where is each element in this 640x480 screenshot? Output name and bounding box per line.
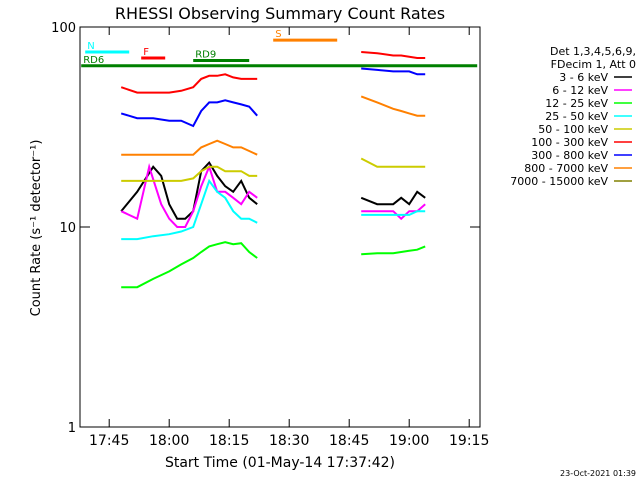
y-axis-label: Count Rate (s⁻¹ detector⁻¹)	[29, 140, 44, 317]
axes-layer: 17:45 18:00 18:15 18:30 18:45 19:00 19:15 1 10 10…	[51, 21, 489, 449]
legend-entry-5: 100 - 300 keV	[531, 136, 608, 149]
series-line-0-1	[360, 190, 426, 206]
series-line-5-1	[361, 51, 426, 59]
legend-entry-4: 50 - 100 keV	[538, 123, 608, 136]
x-tick-label: 18:15	[209, 433, 249, 449]
series-line-3-1	[361, 210, 426, 216]
flag-label-S: S	[275, 29, 281, 40]
legend-entry-1: 6 - 12 keV	[552, 84, 608, 97]
legend-header-1: FDecim 1, Att 0	[551, 58, 636, 71]
x-tick-label: 19:15	[449, 433, 489, 449]
series-line-2-1	[361, 245, 426, 256]
y-tick-label: 100	[51, 21, 76, 36]
x-tick-label: 17:45	[89, 433, 129, 449]
flag-label-N: N	[87, 41, 94, 52]
y-tick-label: 10	[59, 221, 76, 236]
series-line-6-1	[361, 67, 426, 76]
flag-label-RD6: RD6	[83, 55, 104, 66]
series-line-7-0	[121, 139, 258, 156]
legend-entry-6: 300 - 800 keV	[531, 149, 608, 162]
x-tick-label: 18:30	[269, 433, 309, 449]
series-line-3-0	[121, 178, 258, 241]
legend: Det 1,3,4,5,6,9,FDecim 1, Att 03 - 6 keV…	[510, 45, 636, 188]
legend-entry-8: 7000 - 15000 keV	[510, 175, 608, 188]
plot-frame	[79, 26, 481, 428]
flags-layer: N F S RD6 RD9	[81, 29, 478, 68]
series-line-2-0	[121, 241, 258, 289]
x-tick-label: 19:00	[389, 433, 429, 449]
flag-label-RD9: RD9	[195, 49, 216, 60]
legend-entry-2: 12 - 25 keV	[545, 97, 608, 110]
x-axis-label: Start Time (01-May-14 17:37:42)	[165, 455, 395, 471]
series-line-0-0	[120, 160, 258, 220]
legend-header-0: Det 1,3,4,5,6,9,	[550, 45, 636, 58]
footer-timestamp: 23-Oct-2021 01:39	[560, 469, 636, 478]
flag-label-F: F	[143, 47, 149, 58]
x-tick-label: 18:00	[149, 433, 189, 449]
series-lines-layer	[120, 51, 426, 289]
series-line-5-0	[120, 73, 258, 94]
x-tick-label: 18:45	[329, 433, 369, 449]
legend-entry-3: 25 - 50 keV	[545, 110, 608, 123]
y-tick-label: 1	[68, 421, 76, 436]
series-line-7-1	[360, 95, 426, 117]
series-line-4-1	[360, 157, 426, 168]
legend-entry-0: 3 - 6 keV	[559, 71, 608, 84]
series-line-4-0	[121, 165, 258, 182]
series-line-1-0	[120, 163, 258, 228]
series-line-6-0	[120, 99, 258, 128]
legend-entry-7: 800 - 7000 keV	[524, 162, 608, 175]
chart-title: RHESSI Observing Summary Count Rates	[115, 4, 445, 23]
